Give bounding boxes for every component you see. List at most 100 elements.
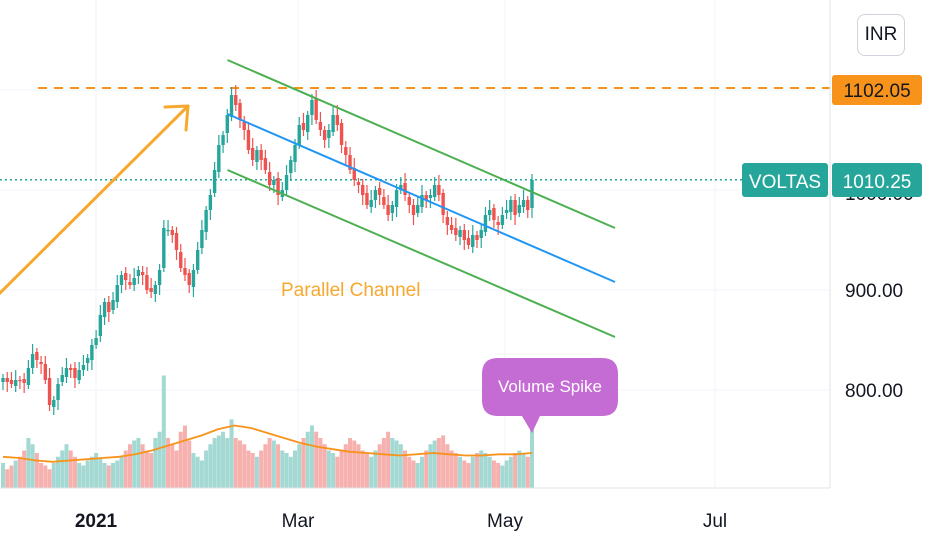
candle-down xyxy=(107,302,111,312)
resistance-tag-label: 1102.05 xyxy=(843,81,910,102)
candle-up xyxy=(98,315,103,336)
volume-bar xyxy=(436,438,441,488)
trend-arrow[interactable] xyxy=(0,104,190,372)
volume-bar xyxy=(280,450,285,488)
volume-spike-callout[interactable]: Volume Spike xyxy=(482,358,618,433)
volume-bar xyxy=(1,463,5,488)
candle-up xyxy=(111,300,115,310)
volume-bar xyxy=(26,438,31,488)
volume-bar xyxy=(322,444,327,488)
volume-bar xyxy=(348,438,353,488)
volume-bar xyxy=(123,450,128,488)
candle-down xyxy=(314,98,318,120)
volume-bar xyxy=(453,453,458,488)
candle-down xyxy=(140,272,145,275)
volume-bar xyxy=(254,456,259,488)
candle-up xyxy=(136,270,141,276)
candle-up xyxy=(530,180,534,208)
volume-bar xyxy=(212,438,217,488)
volume-bar xyxy=(144,450,149,488)
volume-bar xyxy=(491,460,496,488)
parallel-channel[interactable] xyxy=(227,59,616,338)
volume-bar xyxy=(267,438,272,488)
volume-bar xyxy=(47,469,52,488)
candle-up xyxy=(195,250,200,270)
candle-up xyxy=(200,230,204,248)
candle-down xyxy=(322,130,327,140)
volume-bar xyxy=(127,444,132,488)
candle-up xyxy=(221,135,225,145)
volume-bar xyxy=(94,453,99,488)
volume-bar xyxy=(339,450,344,488)
time-axis-labels: 2021 Mar May Jul xyxy=(75,511,727,532)
candle-down xyxy=(242,122,246,130)
trend-arrow-shaft xyxy=(0,104,190,296)
volume-bar xyxy=(22,450,27,488)
candle-down xyxy=(424,195,428,200)
symbol-tag-label: VOLTAS xyxy=(749,172,821,193)
callout-label: Volume Spike xyxy=(498,377,602,396)
candle-down xyxy=(9,380,14,384)
volume-bar xyxy=(60,450,65,488)
candle-up xyxy=(399,185,403,190)
currency-button[interactable]: INR xyxy=(857,14,905,56)
volume-bar xyxy=(403,450,408,488)
candle-down xyxy=(339,123,344,145)
candle-down xyxy=(149,288,153,292)
candle-up xyxy=(331,115,335,132)
volume-bar xyxy=(364,453,369,488)
candle-down xyxy=(187,273,191,285)
volume-bar xyxy=(115,460,120,488)
volume-bar xyxy=(102,463,107,488)
volume-bar xyxy=(17,456,22,488)
candle-up xyxy=(30,354,35,368)
candle-up xyxy=(204,210,208,232)
candle-up xyxy=(327,130,331,138)
candle-down xyxy=(234,95,238,105)
candle-down xyxy=(377,188,382,195)
candle-down xyxy=(263,158,268,170)
volume-bar xyxy=(466,463,471,488)
candle-up xyxy=(483,215,488,232)
candle-up xyxy=(504,210,509,213)
candle-down xyxy=(449,225,454,230)
volume-bar xyxy=(326,450,331,488)
volume-bar xyxy=(445,444,450,488)
volume-bar xyxy=(398,444,403,488)
candle-down xyxy=(411,205,416,215)
candle-up xyxy=(428,195,433,198)
volume-bar xyxy=(293,450,298,488)
volume-bar xyxy=(419,456,424,488)
candle-up xyxy=(162,228,166,268)
candle-down xyxy=(259,150,263,160)
volume-bar xyxy=(343,444,348,488)
volume-bars xyxy=(1,369,534,488)
volume-bar xyxy=(449,450,454,488)
volume-bar xyxy=(229,419,234,488)
candle-up xyxy=(94,338,98,345)
volume-bar xyxy=(331,453,336,488)
symbol-price-tag: 1000.00 VOLTAS 1010.25 xyxy=(742,163,922,205)
candle-up xyxy=(458,230,462,237)
candle-up xyxy=(310,100,314,115)
candle-down xyxy=(441,193,445,215)
candle-down xyxy=(526,200,530,210)
candle-down xyxy=(267,172,272,185)
volume-bar xyxy=(85,460,90,488)
time-axis-label: Jul xyxy=(703,511,727,532)
candle-down xyxy=(69,368,73,370)
volume-bar xyxy=(149,453,154,488)
volume-bar xyxy=(132,440,137,488)
price-axis-labels: 900.00 800.00 xyxy=(845,281,903,402)
candle-down xyxy=(238,103,242,120)
volume-bar xyxy=(500,465,505,488)
volume-bar xyxy=(305,431,310,488)
channel-upper-line xyxy=(227,59,616,229)
volume-bar xyxy=(297,444,302,488)
candle-down xyxy=(513,200,517,215)
volume-bar xyxy=(513,453,518,488)
volume-bar xyxy=(9,465,14,488)
volume-bar xyxy=(318,438,323,488)
candle-down xyxy=(22,379,26,383)
